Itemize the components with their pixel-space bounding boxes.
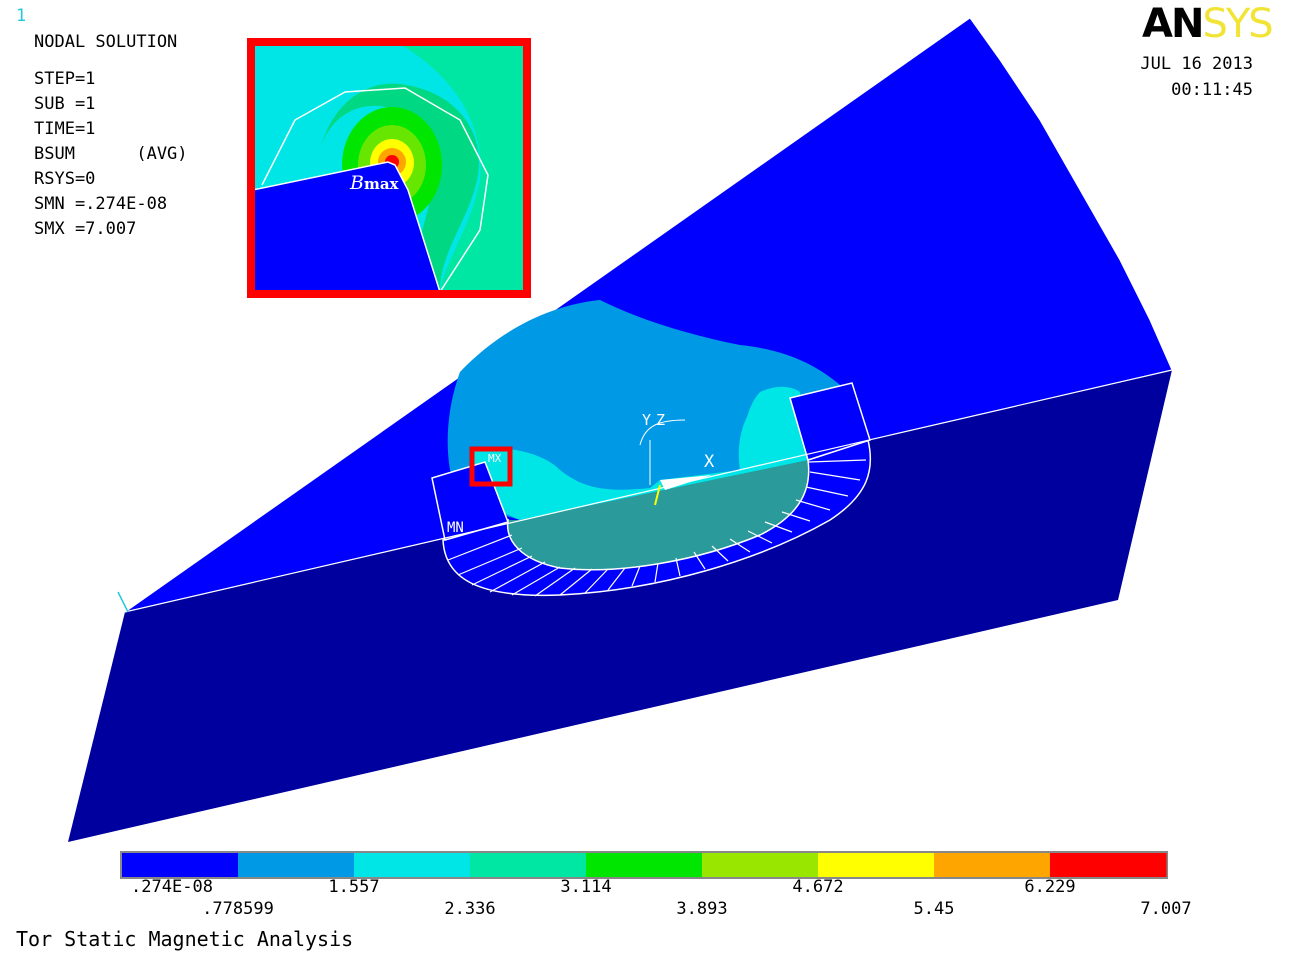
plot-date: JUL 16 2013 bbox=[1140, 54, 1253, 74]
min-label: MN bbox=[447, 520, 464, 536]
analysis-title: Tor Static Magnetic Analysis bbox=[16, 927, 354, 951]
legend-swatch bbox=[1050, 853, 1167, 877]
axis-x-label: X bbox=[704, 452, 715, 472]
axis-z-label: Z bbox=[656, 411, 666, 429]
bmax-label-main: B bbox=[350, 172, 364, 194]
legend-label: .778599 bbox=[202, 899, 274, 919]
bmax-location-marker bbox=[469, 446, 513, 487]
info-line: SUB =1 bbox=[34, 94, 96, 114]
flux-region-right bbox=[743, 386, 808, 475]
legend-label: 6.229 bbox=[1024, 877, 1076, 897]
ansys-logo: ANSYS bbox=[1142, 1, 1274, 47]
node-label: 1 bbox=[128, 589, 138, 607]
legend-label: .274E-08 bbox=[131, 877, 213, 897]
legend-swatch bbox=[586, 853, 703, 877]
logo-part: SYS bbox=[1202, 1, 1273, 47]
legend-swatch bbox=[818, 853, 935, 877]
model-edge bbox=[124, 369, 1173, 613]
legend-label: 3.114 bbox=[560, 877, 612, 897]
rotor-half-disc bbox=[507, 460, 809, 570]
legend-color-bar bbox=[120, 851, 1168, 879]
info-line: SMX =7.007 bbox=[34, 219, 137, 239]
legend-label: 1.557 bbox=[328, 877, 380, 897]
legend-label: 2.336 bbox=[444, 899, 496, 919]
legend-swatch bbox=[934, 853, 1051, 877]
legend-swatch bbox=[354, 853, 471, 877]
info-line: BSUM (AVG) bbox=[34, 144, 188, 164]
model-side-face bbox=[68, 370, 1172, 842]
bmax-zoom-inset bbox=[247, 38, 531, 298]
solution-info: NODAL SOLUTION STEP=1 SUB =1 TIME=1 BSUM… bbox=[34, 32, 188, 244]
legend-swatch bbox=[238, 853, 355, 877]
bmax-label: Bmax bbox=[350, 172, 399, 194]
coil-hatch bbox=[447, 459, 867, 597]
plot-time: 00:11:45 bbox=[1171, 80, 1253, 100]
info-line: RSYS=0 bbox=[34, 169, 96, 189]
axis-y-label: Y bbox=[642, 411, 652, 429]
legend-label: 5.45 bbox=[913, 899, 955, 919]
window-number: 1 bbox=[16, 6, 27, 26]
legend-label: 4.672 bbox=[792, 877, 844, 897]
axis-triad bbox=[639, 419, 712, 506]
max-label: MX bbox=[488, 452, 502, 465]
legend-swatch bbox=[122, 853, 239, 877]
legend-swatch bbox=[702, 853, 819, 877]
legend-label: 3.893 bbox=[676, 899, 728, 919]
info-line: NODAL SOLUTION bbox=[34, 32, 178, 52]
info-line: STEP=1 bbox=[34, 69, 96, 89]
bmax-label-sub: max bbox=[363, 175, 399, 193]
model-top-face bbox=[124, 17, 1173, 613]
info-line: TIME=1 bbox=[34, 119, 96, 139]
info-line: SMN =.274E-08 bbox=[34, 194, 168, 214]
flux-region-inner bbox=[470, 392, 805, 520]
legend-label: 7.007 bbox=[1140, 899, 1192, 919]
logo-part: AN bbox=[1142, 1, 1204, 47]
legend-swatch bbox=[470, 853, 587, 877]
